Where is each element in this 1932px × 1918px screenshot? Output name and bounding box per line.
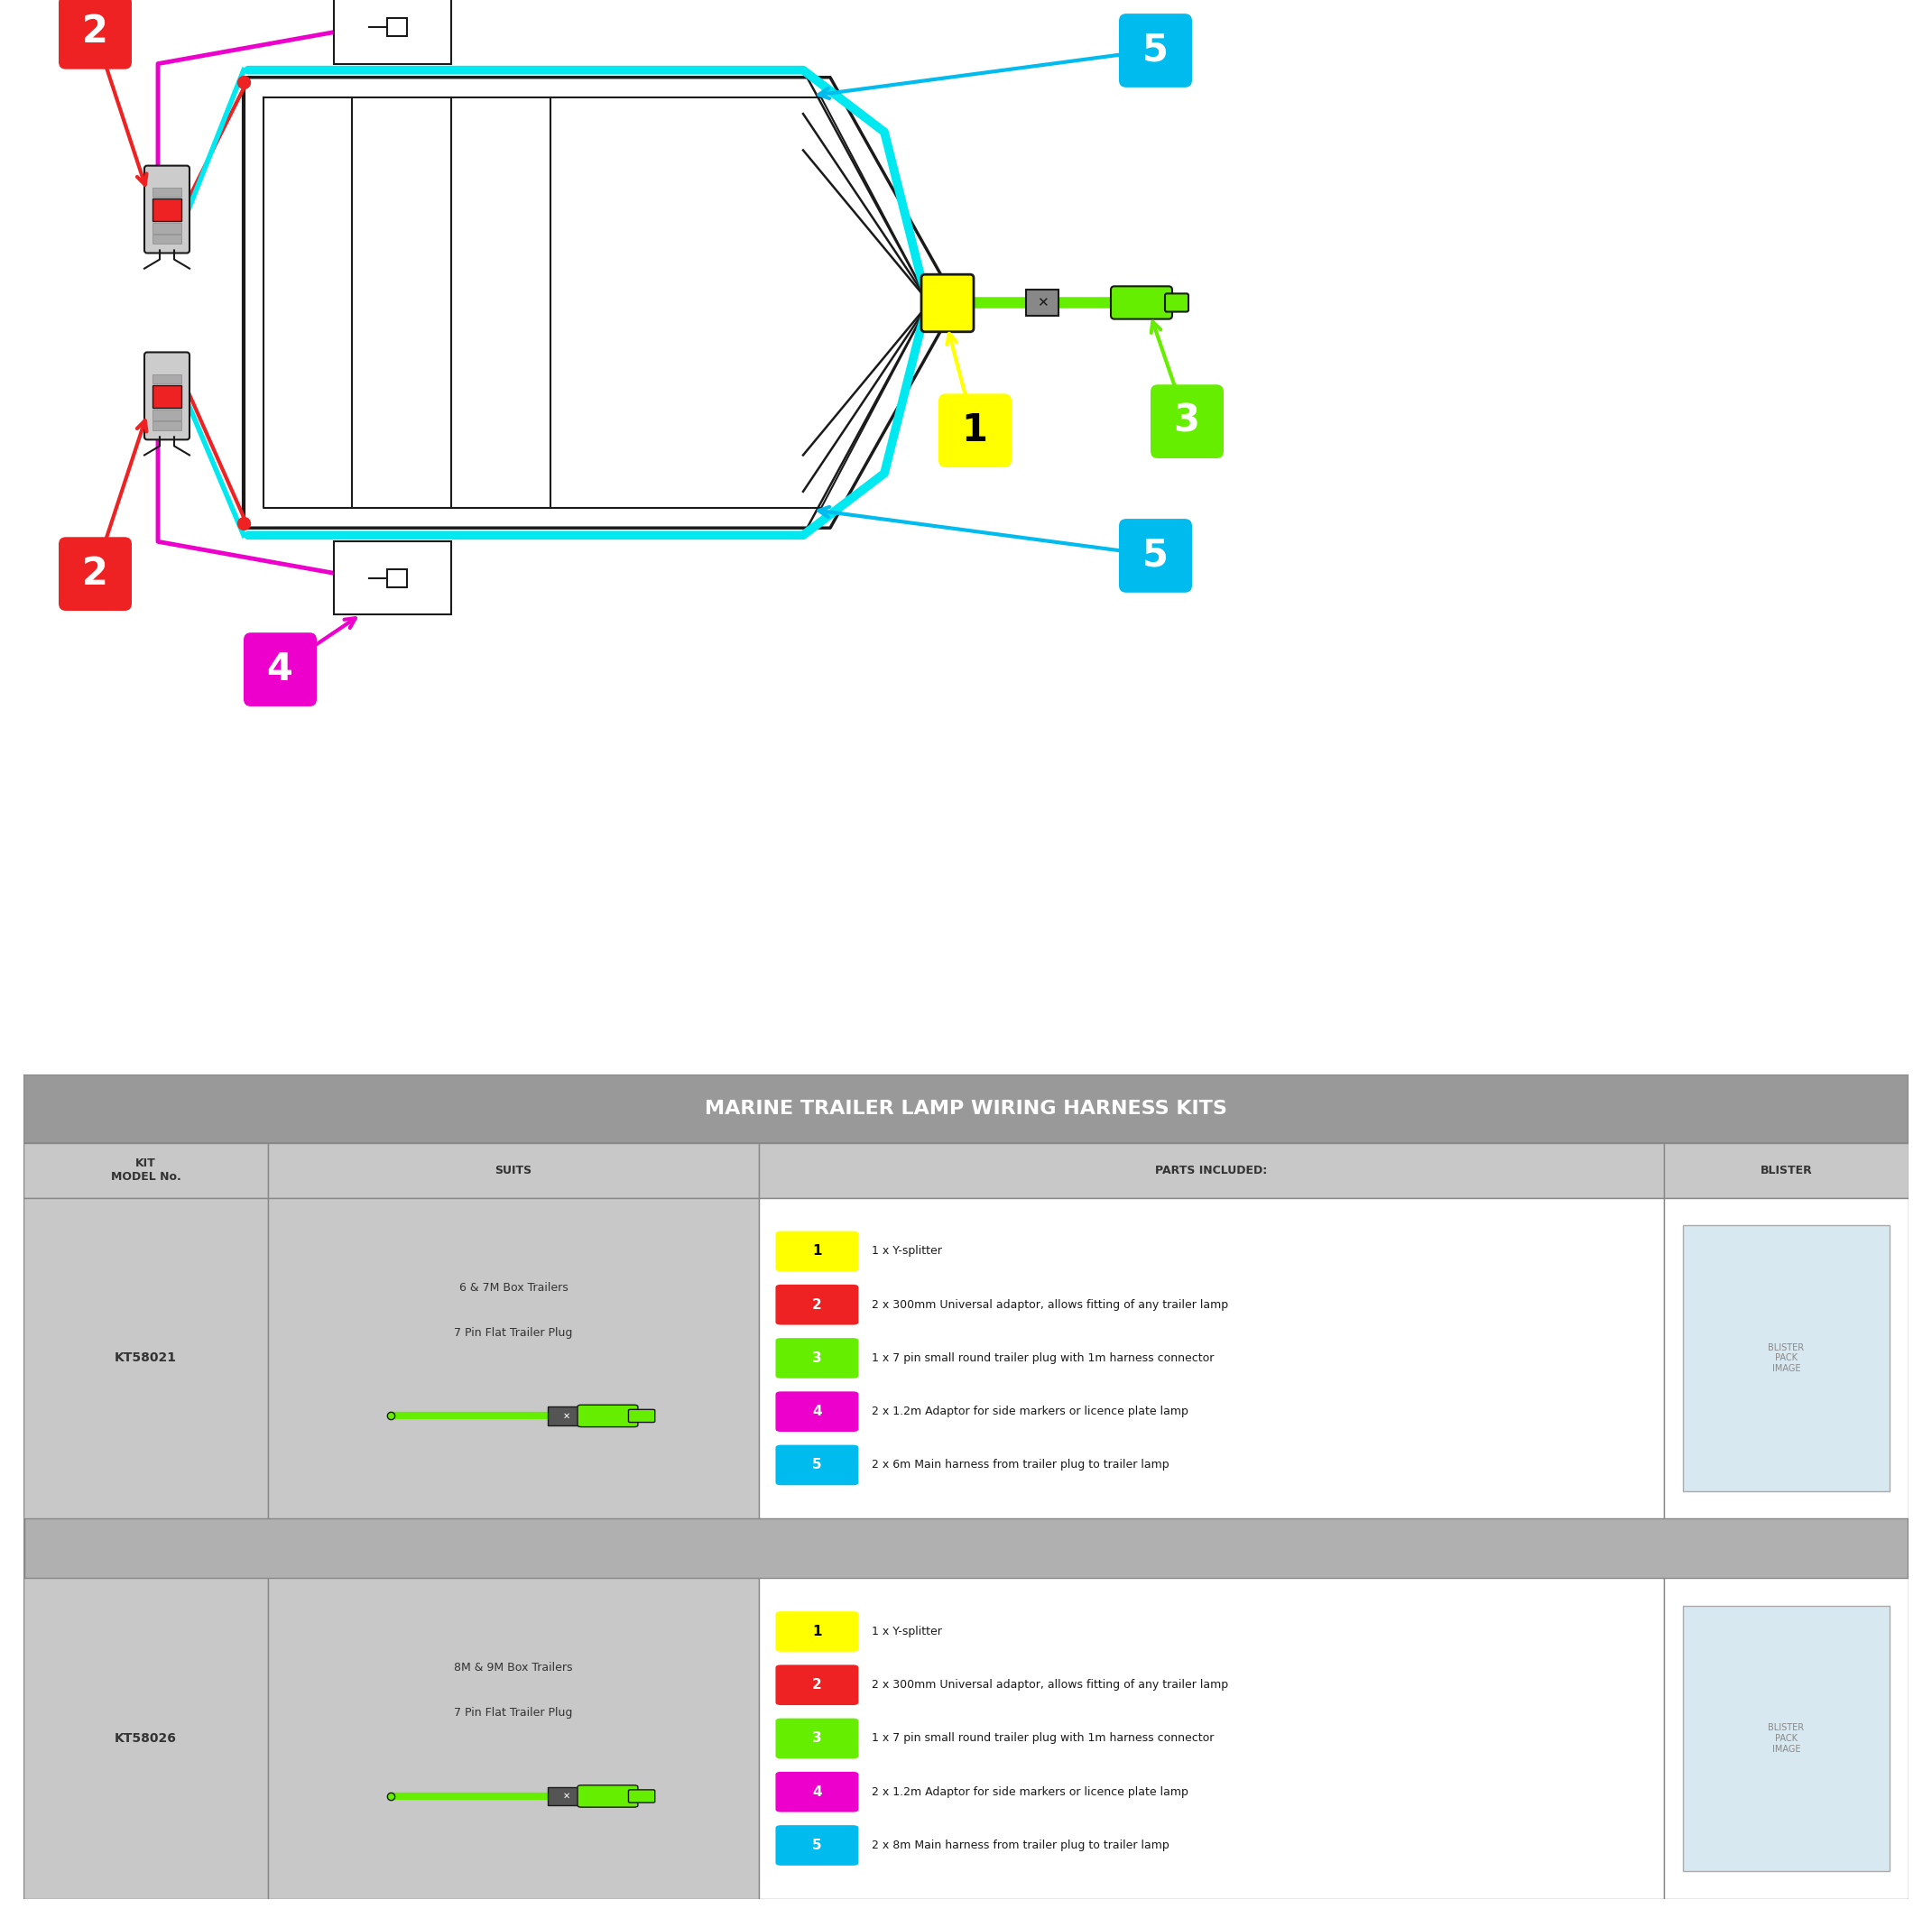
Bar — [334, 0, 452, 63]
Text: 2: 2 — [81, 554, 108, 593]
Text: 1 x Y-splitter: 1 x Y-splitter — [871, 1245, 943, 1256]
Bar — [759, 1197, 1663, 1519]
Text: 3: 3 — [1173, 403, 1200, 439]
FancyBboxPatch shape — [628, 1410, 655, 1423]
Text: 7 Pin Flat Trailer Plug: 7 Pin Flat Trailer Plug — [454, 1707, 572, 1719]
Bar — [1663, 1143, 1909, 1197]
Text: KT58021: KT58021 — [114, 1352, 178, 1364]
Text: 1 x Y-splitter: 1 x Y-splitter — [871, 1626, 943, 1638]
FancyBboxPatch shape — [243, 633, 317, 706]
Bar — [1026, 290, 1059, 315]
FancyBboxPatch shape — [1111, 286, 1173, 318]
FancyBboxPatch shape — [1119, 13, 1192, 88]
FancyBboxPatch shape — [578, 1404, 638, 1427]
Bar — [153, 386, 182, 409]
Text: 2 x 1.2m Adaptor for side markers or licence plate lamp: 2 x 1.2m Adaptor for side markers or lic… — [871, 1406, 1188, 1417]
FancyBboxPatch shape — [775, 1665, 858, 1705]
Text: 3: 3 — [811, 1352, 821, 1366]
Text: 2: 2 — [811, 1678, 821, 1692]
Bar — [269, 1579, 759, 1899]
FancyBboxPatch shape — [775, 1772, 858, 1813]
Text: BLISTER
PACK
IMAGE: BLISTER PACK IMAGE — [1768, 1724, 1804, 1753]
FancyBboxPatch shape — [1151, 386, 1223, 458]
Bar — [23, 1143, 269, 1197]
FancyBboxPatch shape — [1165, 293, 1188, 313]
FancyBboxPatch shape — [922, 274, 974, 332]
FancyBboxPatch shape — [775, 1611, 858, 1651]
Text: 2 x 8m Main harness from trailer plug to trailer lamp: 2 x 8m Main harness from trailer plug to… — [871, 1839, 1169, 1851]
Bar — [153, 198, 182, 221]
Text: 5: 5 — [1142, 537, 1169, 573]
Bar — [153, 188, 182, 198]
FancyBboxPatch shape — [775, 1339, 858, 1379]
Text: SUITS: SUITS — [495, 1164, 531, 1176]
FancyBboxPatch shape — [775, 1826, 858, 1866]
FancyBboxPatch shape — [628, 1789, 655, 1803]
Text: 1 x 7 pin small round trailer plug with 1m harness connector: 1 x 7 pin small round trailer plug with … — [871, 1352, 1213, 1364]
Text: PARTS INCLUDED:: PARTS INCLUDED: — [1155, 1164, 1267, 1176]
Text: 1 x 7 pin small round trailer plug with 1m harness connector: 1 x 7 pin small round trailer plug with … — [871, 1732, 1213, 1743]
Bar — [153, 374, 182, 384]
FancyBboxPatch shape — [145, 165, 189, 253]
Text: 4: 4 — [811, 1786, 821, 1799]
FancyBboxPatch shape — [58, 537, 131, 610]
FancyBboxPatch shape — [775, 1231, 858, 1272]
Bar — [269, 1143, 759, 1197]
Text: ✕: ✕ — [562, 1412, 570, 1421]
Bar — [759, 1143, 1663, 1197]
FancyBboxPatch shape — [578, 1786, 638, 1807]
Text: ✕: ✕ — [1036, 295, 1047, 309]
Bar — [1663, 1579, 1909, 1899]
Text: ✕: ✕ — [562, 1791, 570, 1801]
FancyBboxPatch shape — [775, 1391, 858, 1431]
Text: 1: 1 — [811, 1245, 821, 1258]
FancyBboxPatch shape — [1119, 520, 1192, 593]
Bar — [334, 541, 452, 614]
Bar — [1683, 1605, 1889, 1872]
Text: 4: 4 — [811, 1404, 821, 1419]
Text: 5: 5 — [811, 1458, 821, 1471]
Bar — [23, 1579, 269, 1899]
Text: 8M & 9M Box Trailers: 8M & 9M Box Trailers — [454, 1663, 572, 1674]
Text: 3: 3 — [811, 1732, 821, 1745]
Bar — [153, 234, 182, 244]
Text: KIT
MODEL No.: KIT MODEL No. — [110, 1158, 182, 1183]
Text: 1: 1 — [962, 410, 987, 449]
Text: 7 Pin Flat Trailer Plug: 7 Pin Flat Trailer Plug — [454, 1327, 572, 1339]
Text: KT58026: KT58026 — [114, 1732, 178, 1745]
Bar — [386, 570, 406, 587]
Text: 4: 4 — [267, 650, 294, 689]
FancyBboxPatch shape — [939, 393, 1012, 468]
Bar — [1663, 1197, 1909, 1519]
FancyBboxPatch shape — [145, 353, 189, 439]
Bar — [759, 1579, 1663, 1899]
Text: MARINE TRAILER LAMP WIRING HARNESS KITS: MARINE TRAILER LAMP WIRING HARNESS KITS — [705, 1099, 1227, 1118]
Bar — [153, 422, 182, 430]
Text: 2 x 6m Main harness from trailer plug to trailer lamp: 2 x 6m Main harness from trailer plug to… — [871, 1460, 1169, 1471]
Text: 2: 2 — [811, 1298, 821, 1312]
FancyBboxPatch shape — [775, 1444, 858, 1485]
Bar — [547, 1788, 585, 1805]
FancyBboxPatch shape — [775, 1719, 858, 1759]
Bar — [547, 1406, 585, 1425]
Text: 2 x 300mm Universal adaptor, allows fitting of any trailer lamp: 2 x 300mm Universal adaptor, allows fitt… — [871, 1298, 1229, 1310]
FancyBboxPatch shape — [58, 0, 131, 69]
Text: 2: 2 — [81, 13, 108, 50]
FancyBboxPatch shape — [775, 1285, 858, 1325]
Bar — [153, 222, 182, 234]
Bar — [386, 17, 406, 36]
Text: 2 x 300mm Universal adaptor, allows fitting of any trailer lamp: 2 x 300mm Universal adaptor, allows fitt… — [871, 1678, 1229, 1692]
Text: 5: 5 — [1142, 31, 1169, 69]
Bar — [23, 1074, 1909, 1143]
Text: 5: 5 — [811, 1839, 821, 1853]
Text: 1: 1 — [811, 1625, 821, 1638]
Text: 6 & 7M Box Trailers: 6 & 7M Box Trailers — [460, 1281, 568, 1293]
Bar — [23, 1197, 269, 1519]
Bar — [153, 410, 182, 420]
Bar — [1683, 1226, 1889, 1490]
Text: BLISTER
PACK
IMAGE: BLISTER PACK IMAGE — [1768, 1343, 1804, 1373]
Text: 2 x 1.2m Adaptor for side markers or licence plate lamp: 2 x 1.2m Adaptor for side markers or lic… — [871, 1786, 1188, 1797]
Text: BLISTER: BLISTER — [1760, 1164, 1812, 1176]
Bar — [269, 1197, 759, 1519]
